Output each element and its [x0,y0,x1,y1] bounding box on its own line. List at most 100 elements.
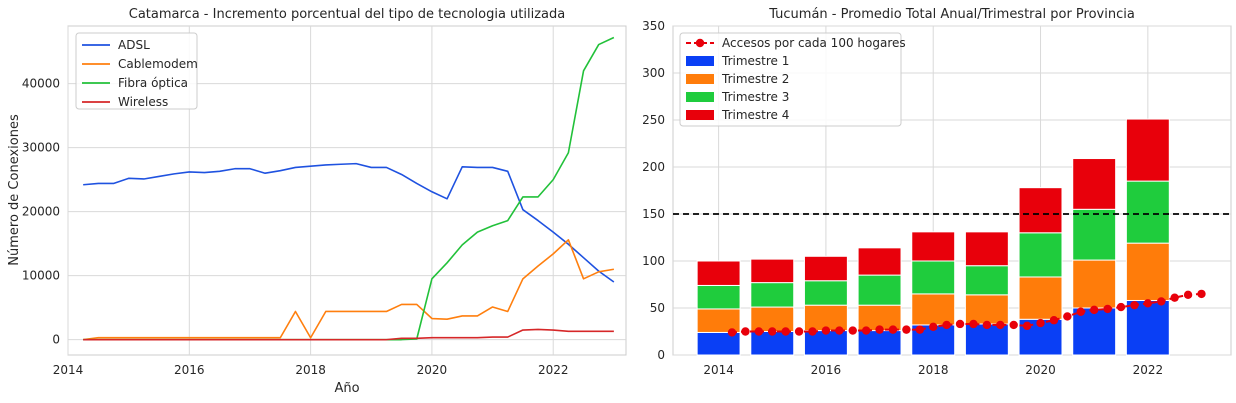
accesos-point [1130,300,1139,310]
bar-trimestre-3-2019 [964,265,1009,296]
accesos-point [821,326,831,335]
left-y-axis-label: Número de Conexiones [7,114,22,266]
bar-trimestre-2-2022 [1125,242,1170,301]
right-x-tick-labels: 2014 2016 2018 2020 2022 [703,363,1163,377]
accesos-point [1183,290,1193,300]
right-x-tick-label: 2014 [703,363,734,377]
legend-label-trimestre-3: Trimestre 3 [721,90,789,104]
bar-trimestre-4-2019 [964,231,1009,267]
left-y-tick-label: 30000 [22,141,60,155]
catamarca-line-chart: 2014 2016 2018 2020 2022 0 10000 20000 30000 400… [7,7,627,396]
accesos-point [794,327,804,336]
accesos-point [808,327,817,336]
accesos-point [781,327,790,336]
left-y-tick-label: 40000 [22,77,60,91]
right-y-tick-label: 200 [642,160,665,174]
right-x-tick-label: 2022 [1133,363,1164,377]
accesos-point [727,328,737,337]
accesos-point [1116,302,1126,312]
accesos-point [768,327,777,336]
left-chart-title: Catamarca - Incremento porcentual del ti… [129,7,566,22]
left-x-tick-label: 2016 [174,363,205,377]
legend-label-adsl: ADSL [118,38,150,52]
bar-trimestre-3-2014 [696,284,741,310]
accesos-point [969,319,978,329]
left-x-tick-label: 2018 [295,363,326,377]
accesos-point [1049,316,1059,325]
accesos-point [875,325,884,334]
accesos-point [861,326,871,335]
bar-trimestre-3-2020 [1018,232,1063,278]
bar-trimestre-4-2018 [911,231,956,262]
accesos-point [942,320,951,330]
bar-trimestre-4-2015 [750,258,795,284]
bar-trimestre-4-2020 [1018,187,1063,234]
right-chart-title: Tucumán - Promedio Total Anual/Trimestra… [768,7,1135,22]
legend-swatch-trimestre-2 [686,74,714,84]
legend-label-fibra-optica: Fibra óptica [118,76,188,90]
right-y-tick-label: 0 [657,348,665,362]
accesos-point [1157,297,1166,306]
accesos-line [731,292,1202,334]
right-x-tick-label: 2016 [811,363,842,377]
accesos-point [996,320,1005,330]
bar-trimestre-3-2021 [1072,208,1117,261]
right-accesos-line [727,289,1206,337]
accesos-point [1036,318,1045,328]
accesos-point [955,319,965,329]
bar-trimestre-1-2019 [964,323,1009,356]
legend-label-wireless: Wireless [118,95,168,109]
accesos-point [1197,289,1206,299]
right-y-tick-label: 50 [650,301,665,315]
left-series-lines [83,36,615,341]
bar-trimestre-2-2020 [1018,276,1063,320]
left-y-tick-label: 20000 [22,205,60,219]
accesos-point [888,325,898,334]
accesos-point [1063,312,1072,321]
right-y-tick-label: 100 [642,254,665,268]
left-y-tick-label: 10000 [22,269,60,283]
legend-label-trimestre-4: Trimestre 4 [721,108,789,122]
accesos-point [1009,320,1018,330]
accesos-point [1076,307,1085,316]
accesos-point [1089,305,1099,315]
bar-trimestre-4-2014 [696,260,741,286]
bar-trimestre-3-2017 [857,274,902,306]
left-x-axis-label: Año [334,381,359,396]
left-x-tick-labels: 2014 2016 2018 2020 2022 [53,363,569,377]
legend-label-trimestre-2: Trimestre 2 [721,72,789,86]
legend-label-trimestre-1: Trimestre 1 [721,54,789,68]
bar-trimestre-3-2018 [911,260,956,295]
bar-trimestre-4-2022 [1125,118,1170,182]
legend-swatch-trimestre-4 [686,110,714,120]
bar-trimestre-3-2022 [1125,180,1170,244]
accesos-point [915,325,925,334]
series-line-wireless [83,328,614,341]
accesos-point [741,327,750,336]
left-legend-box [75,32,198,110]
bar-trimestre-4-2021 [1072,158,1117,210]
left-x-tick-label: 2022 [538,363,569,377]
accesos-point [754,327,764,336]
bar-trimestre-3-2015 [750,282,795,308]
bar-trimestre-2-2018 [911,293,956,326]
legend-label-cablemodem: Cablemodem [118,57,198,71]
accesos-point [929,322,938,331]
right-legend: Accesos por cada 100 hogares Trimestre 1 T… [679,32,906,127]
bar-trimestre-2-2021 [1072,259,1117,309]
bar-trimestre-1-2022 [1125,299,1170,356]
right-y-tick-label: 300 [642,66,665,80]
right-stacked-bars [696,118,1170,356]
legend-marker-accesos [695,38,705,48]
accesos-point [982,320,992,330]
accesos-point [1143,299,1153,308]
bar-trimestre-2-2019 [964,294,1009,325]
series-line-cablemodem [83,238,615,341]
left-legend: ADSL Cablemodem Fibra óptica Wireless [75,32,198,110]
left-y-tick-labels: 0 10000 20000 30000 40000 [22,77,60,347]
accesos-point [848,326,857,335]
legend-label-accesos: Accesos por cada 100 hogares [722,36,906,50]
right-y-tick-label: 350 [642,19,665,33]
left-x-tick-label: 2014 [53,363,84,377]
